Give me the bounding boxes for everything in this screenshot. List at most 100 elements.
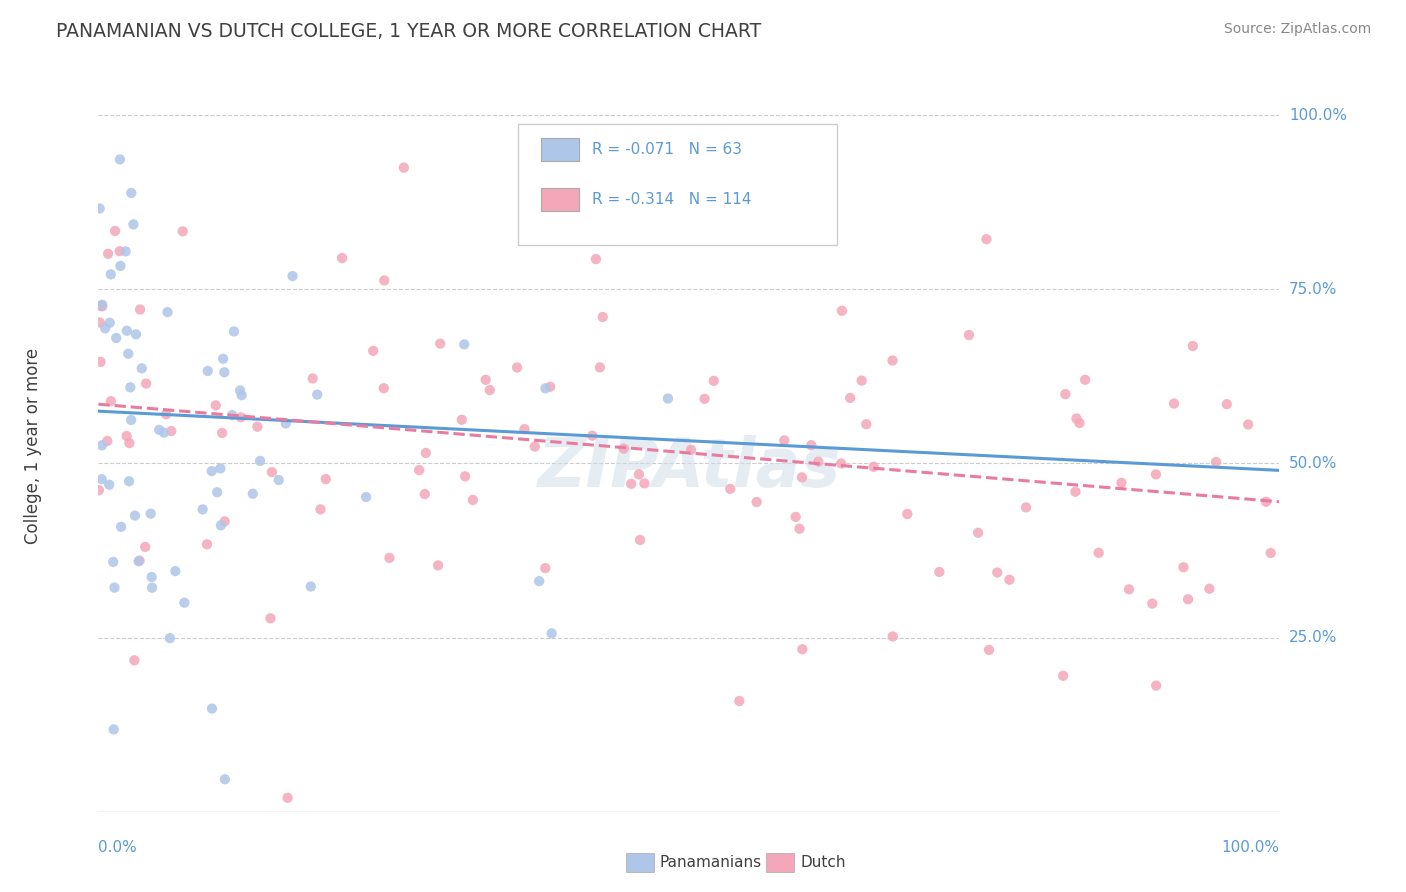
Text: 50.0%: 50.0% (1289, 456, 1337, 471)
Point (1177, 592, 1199, 607)
Point (173, 596, 195, 610)
Point (214, 365, 236, 379)
Point (1074, 373, 1097, 387)
Point (589, 360, 612, 375)
Point (718, 482, 741, 496)
Point (408, 463, 430, 477)
Point (309, 502, 332, 516)
Text: PANAMANIAN VS DUTCH COLLEGE, 1 YEAR OR MORE CORRELATION CHART: PANAMANIAN VS DUTCH COLLEGE, 1 YEAR OR M… (56, 22, 762, 41)
Point (159, 631, 181, 645)
Point (1181, 339, 1204, 353)
Point (103, 723, 125, 737)
Point (108, 153, 131, 167)
Point (114, 244, 136, 259)
Point (429, 336, 451, 351)
Point (454, 469, 477, 483)
Point (1064, 484, 1087, 499)
Point (115, 324, 138, 338)
Point (773, 434, 796, 448)
Text: 25.0%: 25.0% (1289, 630, 1337, 645)
Point (415, 446, 437, 460)
Point (728, 694, 751, 708)
Point (745, 495, 768, 509)
Point (120, 413, 142, 427)
Point (98, 477, 121, 491)
Point (281, 268, 304, 283)
Point (681, 442, 703, 457)
Point (581, 428, 603, 442)
Point (141, 581, 163, 595)
Text: R = -0.071   N = 63: R = -0.071 N = 63 (592, 142, 742, 157)
Point (100, 268, 122, 282)
Point (633, 476, 655, 491)
Point (165, 564, 187, 578)
Text: 100.0%: 100.0% (1222, 839, 1279, 855)
Point (427, 558, 450, 573)
Point (1015, 500, 1038, 515)
Point (103, 581, 125, 595)
Text: Dutch: Dutch (800, 855, 845, 870)
Point (354, 490, 377, 504)
Point (976, 232, 998, 246)
Point (461, 492, 484, 507)
Point (534, 561, 557, 575)
Text: 75.0%: 75.0% (1289, 282, 1337, 297)
Point (153, 425, 176, 440)
Point (1254, 495, 1277, 509)
Point (120, 380, 142, 394)
Point (534, 381, 557, 395)
Point (231, 388, 253, 402)
Point (110, 259, 132, 273)
Point (214, 772, 236, 787)
Point (118, 475, 141, 489)
Point (87, 483, 110, 498)
Point (90, 472, 112, 486)
Point (628, 533, 651, 547)
Point (191, 502, 214, 516)
Point (831, 303, 853, 318)
Point (195, 537, 218, 551)
Point (627, 467, 650, 482)
Point (703, 374, 725, 388)
Point (211, 425, 233, 440)
Point (928, 565, 950, 579)
Point (135, 376, 157, 391)
Point (585, 252, 607, 266)
Point (307, 387, 329, 401)
Point (89, 355, 111, 369)
Point (800, 438, 823, 452)
Point (117, 347, 139, 361)
Point (315, 472, 337, 486)
Point (1052, 669, 1074, 683)
Point (197, 364, 219, 378)
Point (172, 224, 194, 238)
Point (221, 408, 243, 422)
Point (128, 554, 150, 568)
Point (378, 550, 401, 565)
Point (89, 316, 111, 330)
Point (896, 507, 918, 521)
Point (201, 701, 224, 715)
Point (124, 508, 146, 523)
Point (98, 316, 121, 330)
Point (212, 351, 235, 366)
Point (862, 459, 884, 474)
Point (657, 392, 679, 406)
Point (214, 515, 236, 529)
Point (506, 360, 529, 375)
Point (201, 464, 224, 478)
Point (790, 470, 813, 484)
Point (139, 507, 162, 521)
Point (330, 251, 353, 265)
Point (1144, 679, 1167, 693)
Point (986, 566, 1008, 580)
Point (110, 520, 132, 534)
Point (538, 380, 561, 394)
Point (1144, 467, 1167, 482)
FancyBboxPatch shape (541, 138, 579, 161)
Point (249, 454, 271, 468)
Text: Panamanians: Panamanians (659, 855, 762, 870)
Point (1066, 411, 1088, 425)
Text: Source: ZipAtlas.com: Source: ZipAtlas.com (1223, 22, 1371, 37)
Point (373, 381, 395, 395)
